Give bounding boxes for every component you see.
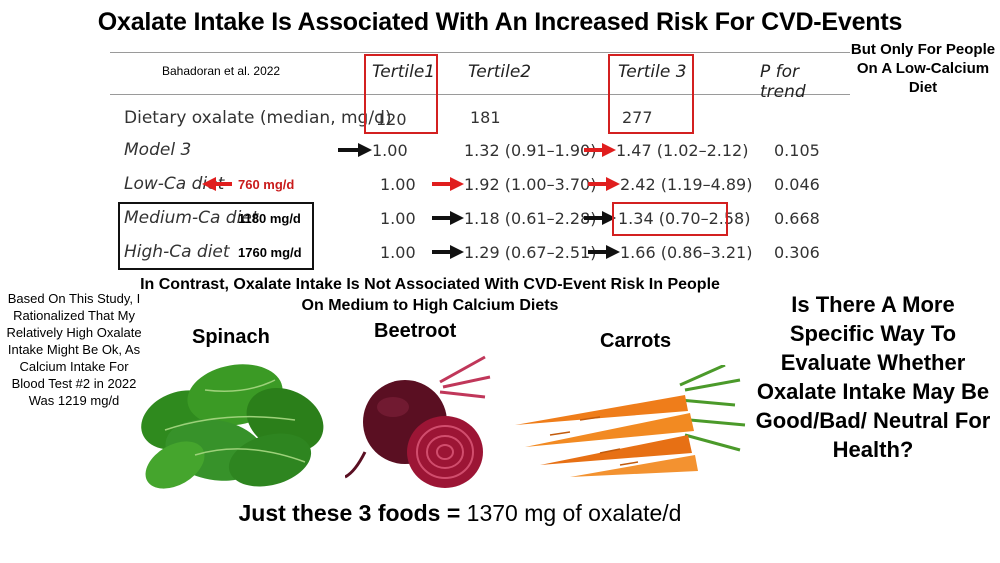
cell-lowca-p: 0.046: [774, 175, 820, 194]
header-tertile3: Tertile 3: [618, 62, 687, 82]
cell-oxalate-t3: 277: [622, 108, 653, 127]
rationale-note: Based On This Study, I Rationalized That…: [6, 291, 142, 408]
cell-medca-t1: 1.00: [380, 209, 416, 228]
bottom-statement: Just these 3 foods = 1370 mg of oxalate/…: [160, 500, 760, 527]
cell-model3-t2: 1.32 (0.91–1.90): [464, 141, 597, 160]
bottom-prefix: Just these 3 foods =: [238, 500, 461, 526]
beetroot-image: [345, 355, 491, 488]
cell-oxalate-t2: 181: [470, 108, 501, 127]
row-label-high-ca: High-Ca diet: [124, 242, 230, 262]
black-arrow-icon: [338, 143, 372, 157]
red-arrow-icon: [432, 177, 464, 191]
medium-ca-mg-label: 1180 mg/d: [238, 211, 301, 226]
question-text: Is There A More Specific Way To Evaluate…: [755, 292, 991, 462]
row-label-model3: Model 3: [124, 140, 192, 160]
row-label-low-ca: Low-Ca diet: [124, 174, 225, 194]
red-left-arrow-icon: [202, 177, 232, 191]
low-ca-mg-label: 760 mg/d: [238, 177, 295, 192]
table-header-rule: [110, 94, 850, 95]
carrots-label: Carrots: [600, 330, 672, 352]
bottom-value: 1370 mg of oxalate/d: [466, 500, 682, 526]
slide-title: Oxalate Intake Is Associated With An Inc…: [97, 8, 903, 36]
medium-ca-t3-highlight-box: [612, 202, 728, 236]
citation: Bahadoran et al. 2022: [162, 64, 281, 78]
cell-lowca-t1: 1.00: [380, 175, 416, 194]
low-calcium-note: But Only For People On A Low-Calcium Die…: [850, 41, 996, 96]
tertile3-highlight-box: [608, 54, 694, 134]
black-arrow-icon: [588, 245, 620, 259]
spinach-image: [141, 364, 324, 489]
cell-medca-t3: 1.34 (0.70–2.58): [618, 209, 751, 228]
tertile1-highlight-box: [364, 54, 438, 134]
cell-medca-t2: 1.18 (0.61–2.28): [464, 209, 597, 228]
header-tertile2: Tertile2: [468, 62, 532, 82]
cell-model3-p: 0.105: [774, 141, 820, 160]
contrast-statement: In Contrast, Oxalate Intake Is Not Assoc…: [140, 276, 720, 314]
red-arrow-icon: [588, 177, 620, 191]
black-arrow-icon: [584, 211, 616, 225]
results-table: Bahadoran et al. 2022 Tertile1 Tertile2 …: [110, 50, 850, 270]
cell-highca-p: 0.306: [774, 243, 820, 262]
beetroot-label: Beetroot: [374, 320, 457, 342]
cell-lowca-t3: 2.42 (1.19–4.89): [620, 175, 753, 194]
table-top-rule: [110, 52, 850, 53]
cell-lowca-t2: 1.92 (1.00–3.70): [464, 175, 597, 194]
cell-highca-t3: 1.66 (0.86–3.21): [620, 243, 753, 262]
spinach-label: Spinach: [192, 326, 270, 348]
cell-model3-t3: 1.47 (1.02–2.12): [616, 141, 749, 160]
cell-highca-t2: 1.29 (0.67–2.51): [464, 243, 597, 262]
cell-oxalate-t1: 120: [376, 110, 407, 129]
header-p-trend: P for trend: [760, 62, 806, 102]
row-label-dietary-oxalate: Dietary oxalate (median, mg/d): [124, 108, 392, 128]
cell-model3-t1: 1.00: [372, 141, 408, 160]
cell-highca-t1: 1.00: [380, 243, 416, 262]
header-tertile1: Tertile1: [372, 62, 436, 82]
red-arrow-icon: [584, 143, 616, 157]
black-arrow-icon: [432, 211, 464, 225]
cell-medca-p: 0.668: [774, 209, 820, 228]
black-arrow-icon: [432, 245, 464, 259]
medium-high-ca-box: [118, 202, 314, 270]
high-ca-mg-label: 1760 mg/d: [238, 245, 302, 260]
carrots-image: [515, 365, 746, 477]
row-label-medium-ca: Medium-Ca diet: [124, 208, 259, 228]
